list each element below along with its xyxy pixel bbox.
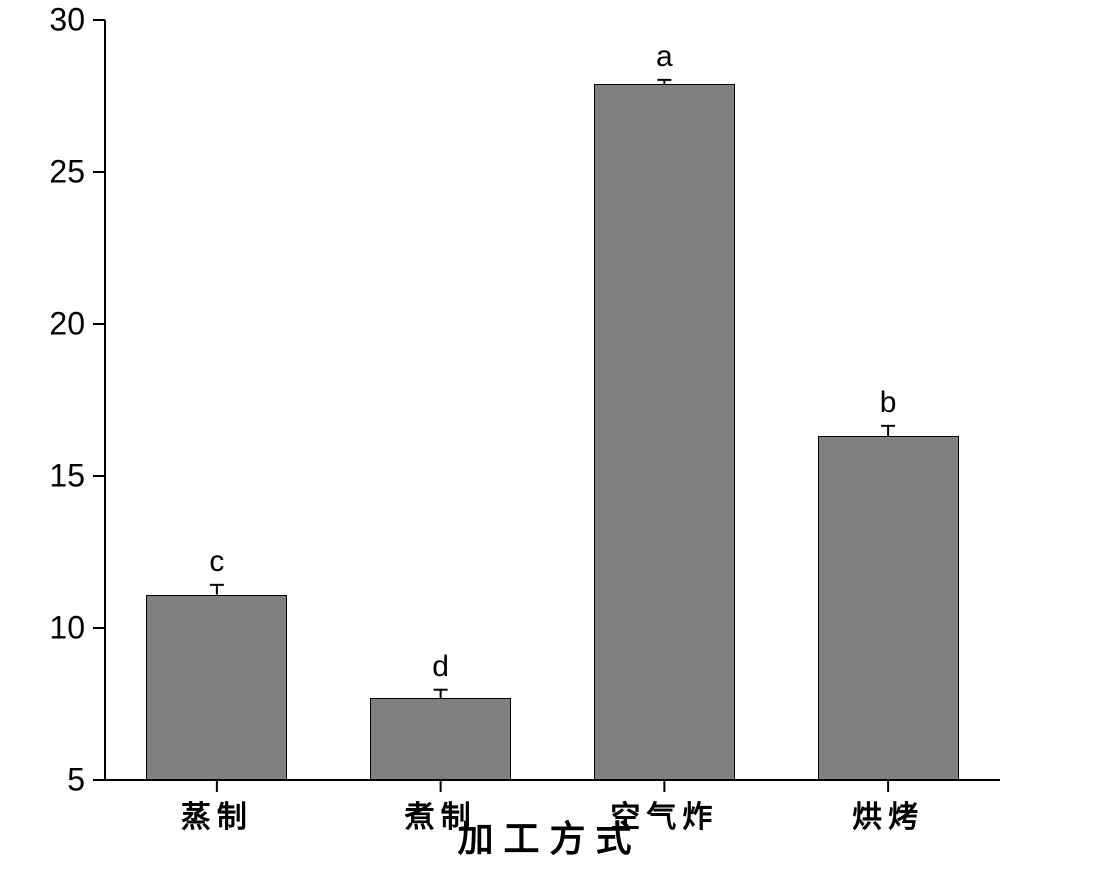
- y-tick-label: 20: [49, 306, 85, 343]
- y-tick-label: 10: [49, 610, 85, 647]
- chart-bar: [594, 84, 735, 780]
- chart-bar: [146, 595, 287, 780]
- significance-letter: a: [656, 40, 673, 74]
- y-tick-label: 25: [49, 154, 85, 191]
- bar-chart: 51015202530蒸制c煮制d空气炸a烘烤b: [105, 20, 1000, 780]
- y-tick-label: 5: [67, 762, 85, 799]
- x-axis-title: 加工方式: [457, 810, 641, 862]
- y-tick-label: 30: [49, 2, 85, 39]
- significance-letter: c: [209, 545, 224, 579]
- x-tick-label: 蒸制: [181, 792, 253, 836]
- chart-bar: [370, 698, 511, 780]
- chart-bar: [818, 436, 959, 780]
- x-tick-label: 烘烤: [852, 792, 924, 836]
- significance-letter: b: [880, 386, 897, 420]
- y-tick-label: 15: [49, 458, 85, 495]
- significance-letter: d: [432, 650, 449, 684]
